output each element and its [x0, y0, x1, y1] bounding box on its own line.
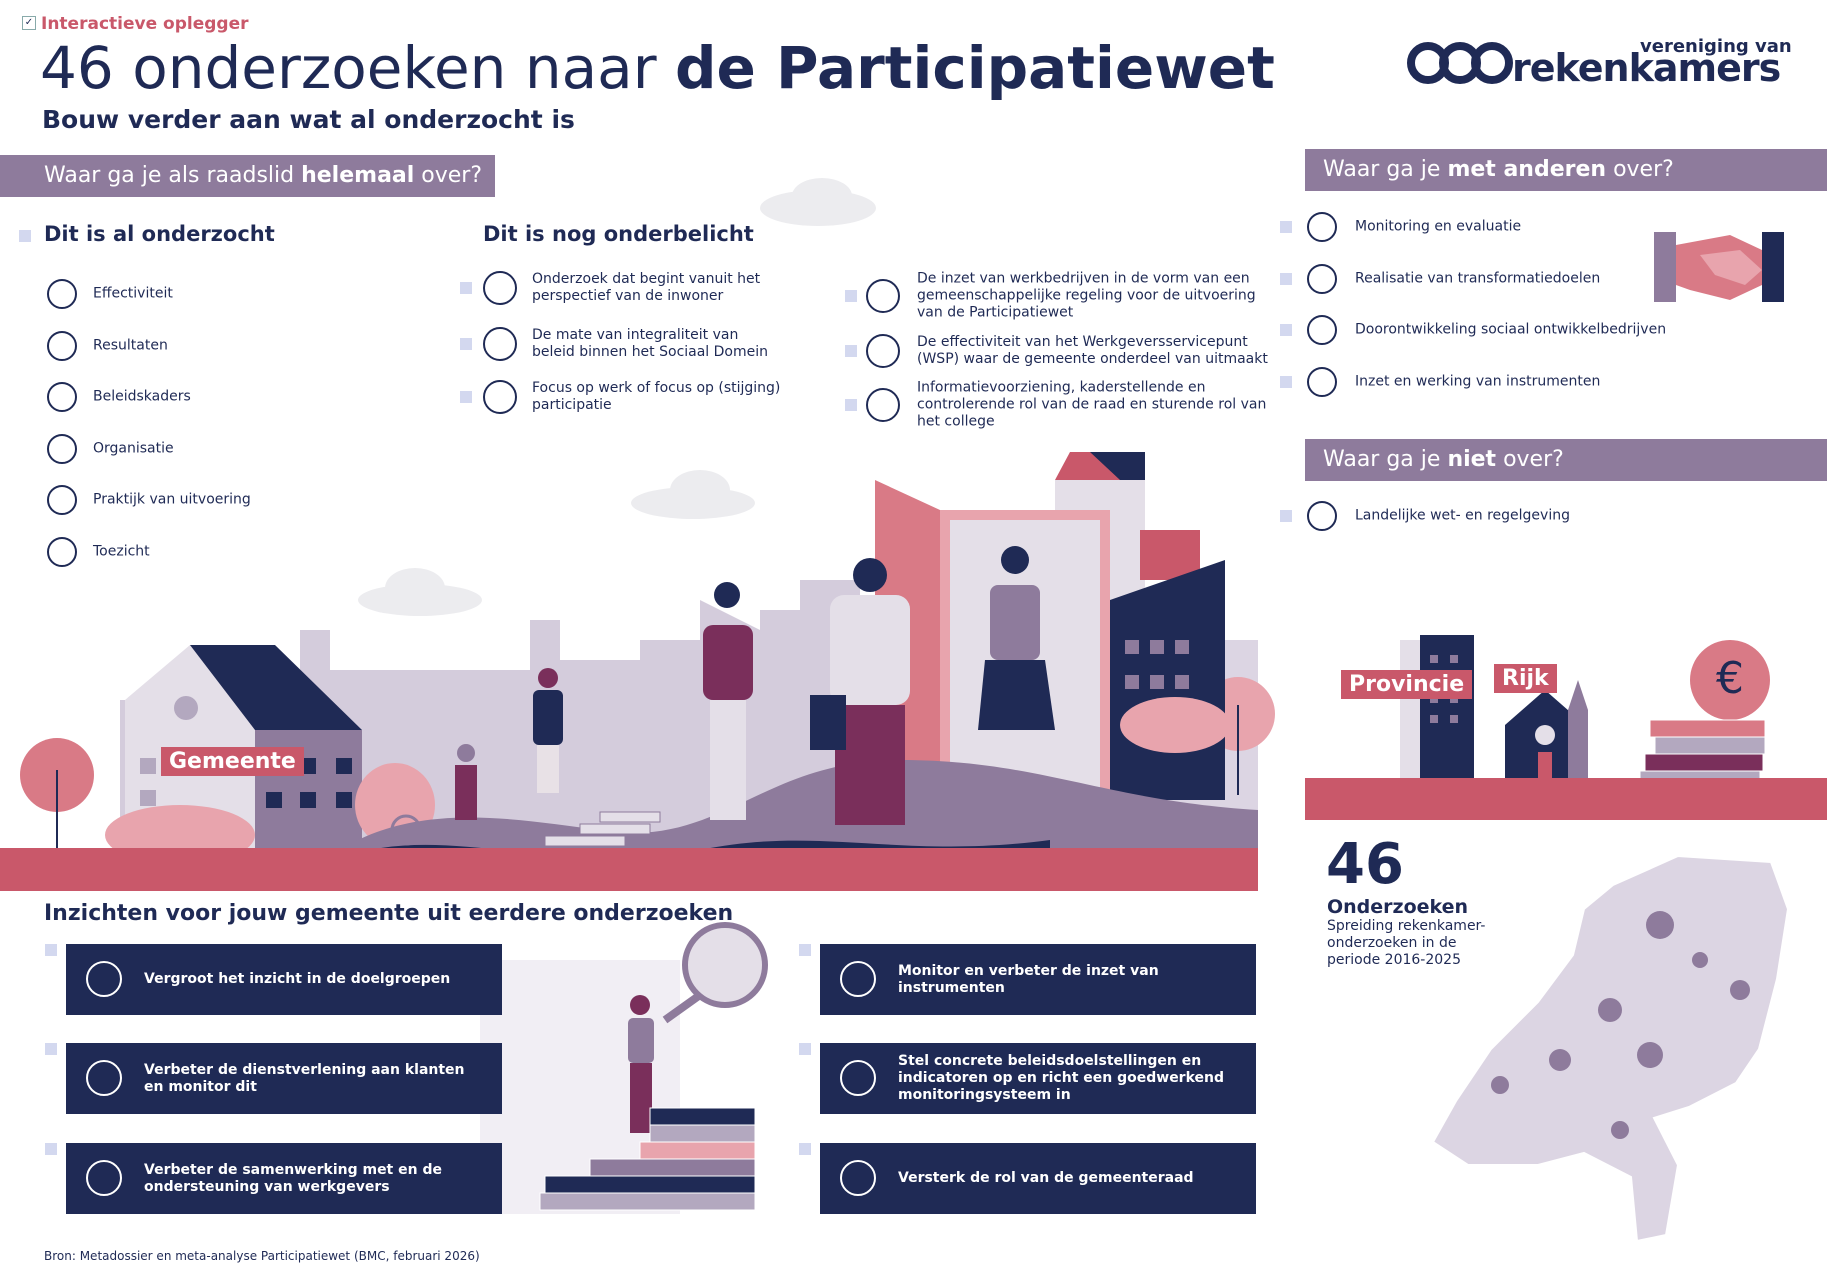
icon — [86, 1060, 122, 1096]
list-item: Toezicht — [93, 543, 150, 559]
stat-number: 46 — [1326, 832, 1404, 897]
icon — [86, 1160, 122, 1196]
list-item: Realisatie van transformatiedoelen — [1355, 270, 1601, 286]
icon — [47, 330, 77, 361]
insight-box: Versterk de rol van de gemeenteraad — [820, 1143, 1256, 1214]
bullet — [460, 282, 472, 294]
icon — [840, 1060, 876, 1096]
bullet — [45, 1043, 57, 1055]
list-item: Landelijke wet- en regelgeving — [1355, 507, 1570, 524]
banner-text: Waar ga je — [1323, 447, 1448, 472]
banner-text: Waar ga je — [1323, 157, 1448, 182]
icon — [1307, 263, 1337, 294]
title-light: 46 onderzoeken naar — [40, 34, 657, 102]
bullet — [845, 345, 857, 357]
icon — [840, 1160, 876, 1196]
icon — [1307, 315, 1337, 345]
list-item: Organisatie — [93, 440, 174, 456]
list-item: Inzet en werking van instrumenten — [1355, 373, 1601, 389]
icon — [47, 382, 77, 412]
icon — [866, 334, 900, 368]
list-item: Informatievoorziening, kaderstellende en… — [917, 379, 1267, 430]
scene-label: Provincie — [1341, 670, 1473, 699]
stat-description: Spreiding rekenkamer-onderzoeken in de p… — [1327, 918, 1486, 968]
bullet — [45, 1143, 57, 1155]
title-bold: de Participatiewet — [674, 34, 1275, 102]
bullet — [799, 1043, 811, 1055]
icon — [483, 327, 517, 361]
bullet — [1280, 510, 1292, 522]
banner: Waar ga je met anderen over? — [1305, 149, 1827, 191]
insight-box: Verbeter de samenwerking met en de onder… — [66, 1143, 502, 1214]
logo-top: vereniging van — [1640, 36, 1792, 57]
logo-name: rekenkamers — [1512, 46, 1781, 90]
icon — [483, 380, 517, 414]
list-item: Focus op werk of focus op (stijging) par… — [532, 380, 781, 413]
list-item: Praktijk van uitvoering — [93, 491, 251, 508]
list-item: Effectiviteit — [93, 285, 173, 302]
icon — [866, 279, 900, 313]
list-item: Doorontwikkeling sociaal ontwikkelbedrij… — [1355, 321, 1667, 338]
subtitle: Bouw verder aan wat al onderzocht is — [42, 105, 575, 134]
banner-text: Waar ga je als raadslid — [44, 163, 302, 188]
banner: Waar ga je als raadslid helemaal over? — [0, 155, 495, 197]
source: Bron: Metadossier en meta-analyse Partic… — [44, 1249, 480, 1263]
list-item: Onderzoek dat begint vanuit het perspect… — [532, 271, 761, 304]
insight-box: Verbeter de dienstverlening aan klanten … — [66, 1043, 502, 1114]
banner-text: over? — [1606, 157, 1674, 182]
icon — [47, 433, 77, 464]
icon — [47, 485, 77, 515]
icon — [1307, 366, 1337, 397]
list-item: Resultaten — [93, 337, 168, 353]
bullet — [845, 399, 857, 411]
svg-text:€: € — [1716, 653, 1744, 704]
banner-text: over? — [414, 163, 483, 188]
section-heading: Dit is nog onderbelicht — [483, 222, 754, 246]
insight-box: Stel concrete beleidsdoelstellingen en i… — [820, 1043, 1256, 1114]
bullet — [460, 338, 472, 350]
bullet — [1280, 221, 1292, 233]
title: 46 onderzoeken naar de Participatiewet — [40, 34, 1275, 102]
icon — [1307, 501, 1337, 531]
icon — [47, 536, 77, 567]
section-heading: Dit is al onderzocht — [44, 222, 275, 246]
list-item: De mate van integraliteit van beleid bin… — [532, 327, 769, 360]
list-item: Beleidskaders — [93, 388, 191, 405]
list-item: Monitoring en evaluatie — [1355, 218, 1522, 235]
stat-label: Onderzoeken — [1327, 896, 1469, 918]
list-item: De effectiviteit van het Werkgeversservi… — [917, 334, 1268, 367]
banner-bold: helemaal — [301, 163, 415, 188]
icon — [86, 961, 122, 997]
bullet — [1280, 272, 1292, 285]
bullet — [1280, 324, 1292, 336]
scene-label: Rijk — [1494, 664, 1557, 693]
bullet — [1280, 375, 1292, 388]
bullet — [460, 391, 472, 403]
bullet — [799, 1143, 811, 1155]
bullet — [19, 230, 31, 242]
icon — [840, 961, 876, 997]
icon — [866, 388, 900, 422]
banner-text: over? — [1496, 447, 1564, 472]
icon — [47, 279, 77, 309]
banner-bold: niet — [1447, 447, 1497, 472]
bullet — [45, 944, 57, 956]
section-heading: Inzichten voor jouw gemeente uit eerdere… — [44, 901, 734, 926]
tag: Interactieve oplegger — [41, 14, 249, 34]
bullet — [845, 290, 857, 302]
icon — [1307, 212, 1337, 242]
banner-bold: met anderen — [1447, 157, 1607, 182]
checkbox-icon: ✓ — [22, 16, 36, 30]
insight-box: Vergroot het inzicht in de doelgroepen — [66, 944, 502, 1015]
insight-box: Monitor en verbeter de inzet van instrum… — [820, 944, 1256, 1015]
icon — [483, 271, 517, 305]
banner: Waar ga je niet over? — [1305, 439, 1827, 481]
bullet — [799, 944, 811, 956]
scene-label: Gemeente — [161, 747, 304, 776]
list-item: De inzet van werkbedrijven in de vorm va… — [917, 270, 1256, 321]
